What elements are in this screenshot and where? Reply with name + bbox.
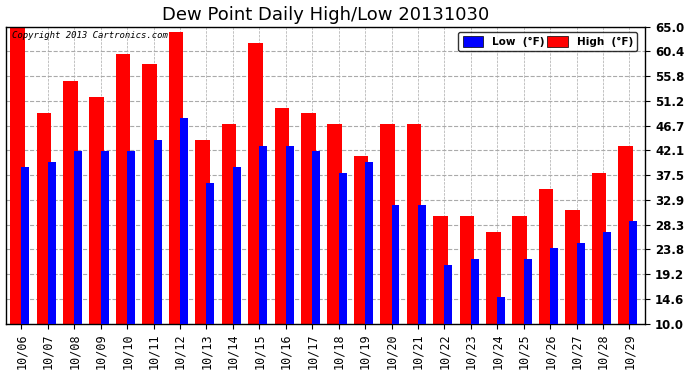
Bar [577, 243, 584, 324]
Bar [90, 97, 104, 324]
Bar [10, 27, 25, 324]
Bar [339, 172, 346, 324]
Bar [486, 232, 501, 324]
Bar [127, 151, 135, 324]
Bar [248, 43, 263, 324]
Bar [101, 151, 108, 324]
Bar [418, 205, 426, 324]
Bar [154, 140, 161, 324]
Bar [180, 118, 188, 324]
Bar [444, 265, 453, 324]
Bar [550, 248, 558, 324]
Bar [206, 183, 215, 324]
Bar [433, 216, 448, 324]
Bar [48, 162, 56, 324]
Bar [565, 210, 580, 324]
Bar [513, 216, 527, 324]
Bar [169, 32, 184, 324]
Bar [354, 156, 368, 324]
Bar [328, 124, 342, 324]
Text: Copyright 2013 Cartronics.com: Copyright 2013 Cartronics.com [12, 31, 168, 40]
Bar [37, 113, 51, 324]
Bar [618, 146, 633, 324]
Bar [497, 297, 505, 324]
Bar [313, 151, 320, 324]
Bar [75, 151, 82, 324]
Bar [275, 108, 289, 324]
Bar [21, 167, 30, 324]
Bar [116, 54, 130, 324]
Bar [380, 124, 395, 324]
Bar [195, 140, 210, 324]
Legend: Low  (°F), High  (°F): Low (°F), High (°F) [458, 32, 637, 51]
Bar [603, 232, 611, 324]
Bar [142, 64, 157, 324]
Bar [301, 113, 315, 324]
Bar [524, 259, 532, 324]
Bar [286, 146, 294, 324]
Bar [460, 216, 474, 324]
Bar [391, 205, 400, 324]
Bar [259, 146, 267, 324]
Bar [63, 81, 77, 324]
Bar [629, 221, 638, 324]
Bar [471, 259, 479, 324]
Bar [406, 124, 422, 324]
Bar [539, 189, 553, 324]
Bar [592, 172, 607, 324]
Bar [365, 162, 373, 324]
Bar [233, 167, 241, 324]
Bar [221, 124, 236, 324]
Title: Dew Point Daily High/Low 20131030: Dew Point Daily High/Low 20131030 [162, 6, 489, 24]
